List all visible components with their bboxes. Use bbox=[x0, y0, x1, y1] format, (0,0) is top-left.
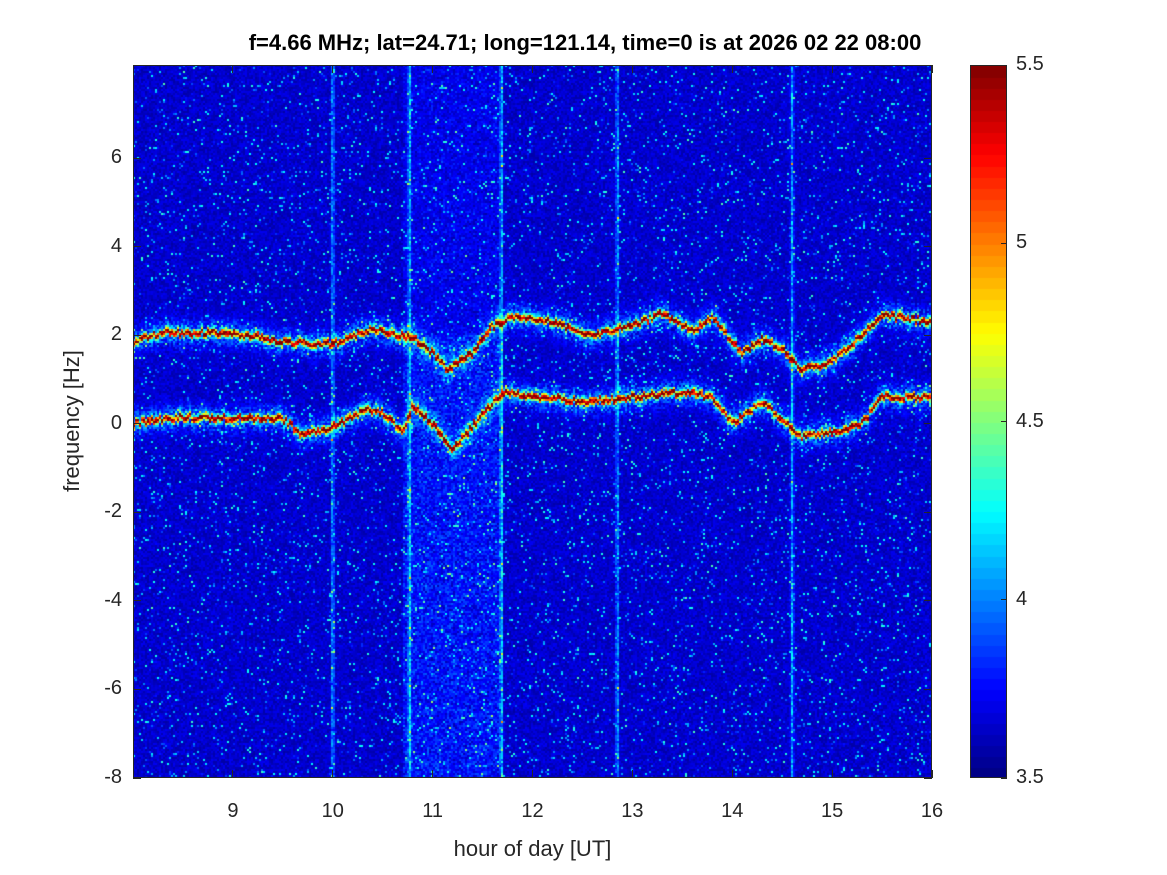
colorbar-tick-label: 3.5 bbox=[1016, 766, 1044, 788]
colorbar-tick-label: 4 bbox=[1016, 587, 1028, 610]
spectrogram-heatmap bbox=[133, 65, 932, 778]
y-tick-label: 0 bbox=[110, 411, 122, 434]
x-tick-mark-top bbox=[332, 65, 334, 73]
x-axis-label: hour of day [UT] bbox=[453, 836, 612, 861]
y-tick-mark bbox=[133, 423, 141, 425]
colorbar-tick-mark bbox=[1001, 421, 1007, 422]
x-tick-mark bbox=[232, 770, 234, 778]
y-tick-mark-right bbox=[924, 334, 932, 336]
x-tick-mark-top bbox=[532, 65, 533, 73]
colorbar-tick-mark bbox=[1001, 64, 1007, 66]
x-tick-mark bbox=[931, 770, 933, 778]
x-tick-mark bbox=[432, 770, 434, 778]
y-tick-mark-right bbox=[924, 600, 932, 602]
x-tick-mark-top bbox=[432, 65, 434, 73]
spectrogram-plot-area bbox=[133, 65, 932, 778]
x-tick-mark-top bbox=[831, 65, 833, 73]
colorbar-tick-label: 5 bbox=[1016, 231, 1028, 254]
x-tick-mark bbox=[731, 770, 733, 778]
y-tick-label: -8 bbox=[104, 766, 122, 788]
y-tick-mark bbox=[133, 777, 141, 779]
chart-title: f=4.66 MHz; lat=24.71; long=121.14, time… bbox=[248, 30, 922, 55]
x-tick-label: 14 bbox=[721, 800, 744, 822]
y-tick-mark bbox=[133, 334, 141, 336]
x-tick-label: 10 bbox=[321, 800, 344, 822]
y-tick-mark-right bbox=[924, 157, 932, 159]
y-tick-label: 2 bbox=[110, 323, 122, 346]
y-tick-mark-right bbox=[924, 688, 932, 690]
y-tick-mark-right bbox=[924, 423, 932, 425]
x-tick-label: 11 bbox=[422, 800, 443, 822]
y-tick-label: -6 bbox=[104, 677, 122, 700]
x-tick-mark bbox=[532, 770, 533, 778]
colorbar-tick-label: 5.5 bbox=[1016, 53, 1044, 75]
x-tick-label: 12 bbox=[521, 800, 544, 822]
x-tick-label: 13 bbox=[621, 800, 644, 822]
y-tick-label: 4 bbox=[110, 234, 122, 257]
y-tick-mark-right bbox=[924, 777, 932, 779]
x-tick-label: 15 bbox=[821, 800, 844, 822]
y-tick-mark-right bbox=[924, 246, 932, 248]
x-tick-mark-top bbox=[232, 65, 234, 73]
y-tick-label: -2 bbox=[104, 500, 122, 523]
y-tick-mark bbox=[133, 157, 141, 159]
y-tick-mark-right bbox=[924, 511, 932, 513]
y-tick-mark bbox=[133, 688, 141, 690]
y-tick-label: -4 bbox=[104, 588, 122, 611]
colorbar-tick-mark bbox=[1001, 599, 1007, 601]
colorbar-gradient bbox=[970, 65, 1007, 778]
y-tick-mark bbox=[133, 246, 141, 248]
colorbar bbox=[970, 65, 1007, 778]
colorbar-tick-mark bbox=[1001, 242, 1007, 244]
x-tick-mark-top bbox=[931, 65, 933, 73]
x-tick-mark bbox=[332, 770, 334, 778]
x-tick-mark bbox=[631, 770, 633, 778]
x-tick-label: 16 bbox=[920, 800, 944, 822]
colorbar-tick-mark bbox=[1001, 777, 1007, 779]
y-tick-label: 6 bbox=[110, 146, 122, 168]
y-tick-mark bbox=[133, 600, 141, 602]
x-tick-label: 9 bbox=[227, 800, 239, 822]
x-tick-mark-top bbox=[631, 65, 633, 73]
colorbar-tick-label: 4.5 bbox=[1016, 409, 1044, 432]
x-tick-mark-top bbox=[731, 65, 733, 73]
x-tick-mark bbox=[831, 770, 833, 778]
y-tick-mark bbox=[133, 511, 141, 513]
